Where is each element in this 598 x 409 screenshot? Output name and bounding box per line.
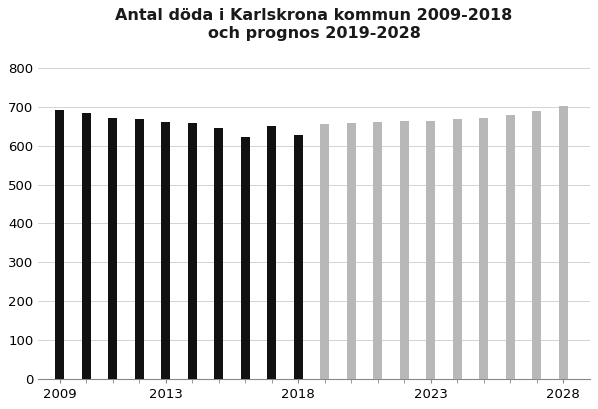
Bar [426,121,435,379]
Bar [81,113,91,379]
Bar [505,115,515,379]
Bar [346,123,356,379]
Bar [479,118,489,379]
Bar [373,122,382,379]
Title: Antal döda i Karlskrona kommun 2009-2018
och prognos 2019-2028: Antal döda i Karlskrona kommun 2009-2018… [115,8,512,41]
Bar [294,135,303,379]
Bar [135,119,144,379]
Bar [240,137,250,379]
Bar [108,118,117,379]
Bar [267,126,276,379]
Bar [532,111,541,379]
Bar [161,122,170,379]
Bar [453,119,462,379]
Bar [399,121,409,379]
Bar [559,106,568,379]
Bar [320,124,329,379]
Bar [188,124,197,379]
Bar [55,110,64,379]
Bar [214,128,223,379]
